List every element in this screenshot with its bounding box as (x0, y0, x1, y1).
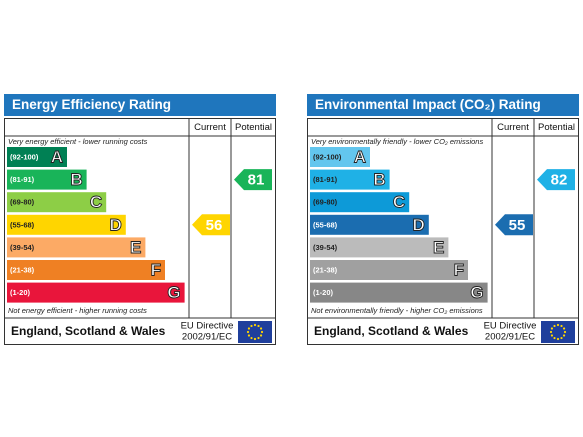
eu-star (257, 324, 260, 328)
band-bar (310, 260, 468, 280)
band-letter: B (373, 170, 385, 189)
band-letter: D (413, 215, 425, 234)
band-range: (92-100) (313, 152, 342, 161)
top-note: Very environmentally friendly - lower CO… (311, 137, 483, 146)
band-letter: F (151, 260, 161, 279)
band-bar (7, 192, 107, 213)
top-note: Very energy efficient - lower running co… (8, 137, 148, 146)
eu-star (556, 323, 560, 327)
panel-frame (307, 118, 579, 345)
eu-star (259, 327, 263, 330)
eu-star (247, 334, 251, 337)
band-letter: A (354, 147, 366, 166)
band-letter: B (70, 170, 82, 189)
band-range: (55-68) (10, 220, 35, 229)
eu-star (250, 324, 253, 328)
band-bar (7, 237, 146, 258)
band-range: (1-20) (313, 288, 334, 297)
directive: EU Directive (484, 321, 537, 332)
rating-arrow (192, 214, 230, 236)
band-letter: F (454, 260, 464, 279)
band-bar (7, 282, 185, 303)
band-range: (39-54) (313, 243, 338, 252)
region: England, Scotland & Wales (314, 324, 469, 338)
region: England, Scotland & Wales (11, 324, 166, 338)
eu-star (259, 334, 263, 337)
rating-value: 56 (206, 217, 223, 234)
eu-star (246, 330, 250, 334)
band-letter: C (393, 193, 405, 212)
band-letter: C (90, 193, 102, 212)
band-range: (1-20) (10, 288, 31, 297)
band-letter: G (470, 283, 483, 302)
band-bar (310, 147, 370, 167)
band-bar (310, 214, 429, 235)
eu-star (562, 334, 566, 337)
rating-panel: Environmental Impact (CO₂) Rating Current… (307, 94, 579, 345)
directive: EU Directive (181, 321, 234, 332)
band-range: (55-68) (313, 220, 338, 229)
rating-arrow (234, 169, 272, 191)
eu-star (560, 324, 563, 328)
band-bar (7, 214, 126, 235)
eu-star (553, 324, 556, 328)
band-range: (69-80) (313, 198, 338, 207)
eu-star (250, 336, 253, 340)
band-bar (310, 282, 488, 303)
column-header: Current (497, 122, 529, 133)
band-bar (7, 147, 67, 167)
band-bar (310, 237, 449, 258)
band-range: (39-54) (10, 243, 35, 252)
panel-title: Energy Efficiency Rating (12, 97, 171, 112)
column-header: Potential (235, 122, 272, 133)
band-range: (81-91) (313, 175, 338, 184)
eu-star (253, 323, 257, 327)
band-bar (7, 260, 165, 280)
bottom-note: Not environmentally friendly - higher CO… (311, 306, 483, 315)
band-letter: E (433, 238, 444, 257)
band-range: (21-38) (313, 265, 338, 274)
eu-star (563, 330, 567, 334)
rating-arrow (495, 214, 533, 236)
rating-panel: Energy Efficiency Rating Current Potential… (4, 94, 276, 345)
eu-star (550, 334, 554, 337)
rating-arrow (537, 169, 575, 191)
eu-star (247, 327, 251, 330)
rating-value: 82 (551, 172, 568, 189)
band-letter: G (167, 283, 180, 302)
band-bar (310, 192, 410, 213)
directive: 2002/91/EC (485, 332, 535, 343)
title-bar (4, 94, 276, 116)
eu-flag (238, 321, 272, 343)
eu-star (550, 327, 554, 330)
eu-star (560, 336, 563, 340)
title-bar (307, 94, 579, 116)
panel-title: Environmental Impact (CO₂) Rating (315, 97, 541, 112)
eu-star (260, 330, 264, 334)
eu-star (553, 336, 556, 340)
column-header: Current (194, 122, 226, 133)
bottom-note: Not energy efficient - higher running co… (8, 306, 147, 315)
eu-star (562, 327, 566, 330)
band-letter: E (130, 238, 141, 257)
band-range: (81-91) (10, 175, 35, 184)
band-range: (21-38) (10, 265, 35, 274)
rating-value: 81 (248, 172, 265, 189)
band-bar (310, 169, 390, 190)
eu-star (257, 336, 260, 340)
column-header: Potential (538, 122, 575, 133)
band-bar (7, 169, 87, 190)
eu-star (253, 337, 257, 341)
eu-star (556, 337, 560, 341)
band-letter: D (110, 215, 122, 234)
eu-flag (541, 321, 575, 343)
directive: 2002/91/EC (182, 332, 232, 343)
band-letter: A (51, 147, 63, 166)
rating-value: 55 (509, 217, 526, 234)
eu-star (549, 330, 553, 334)
band-range: (92-100) (10, 152, 39, 161)
panel-frame (4, 118, 276, 345)
band-range: (69-80) (10, 198, 35, 207)
